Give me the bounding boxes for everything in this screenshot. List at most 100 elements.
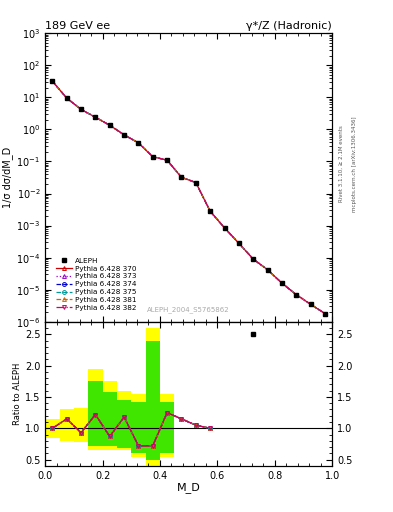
Pythia 6.428 381 (251, 256, 255, 262)
ALEPH (79, 106, 83, 113)
Pythia 6.428 382 (122, 132, 127, 138)
ALEPH (64, 95, 69, 101)
Pythia 6.428 373 (323, 310, 327, 316)
Pythia 6.428 381 (208, 208, 213, 215)
X-axis label: M_D: M_D (177, 482, 200, 493)
ALEPH (93, 114, 98, 120)
Pythia 6.428 373 (151, 154, 155, 160)
Pythia 6.428 370 (251, 256, 255, 262)
Pythia 6.428 382 (251, 256, 255, 262)
ALEPH (122, 132, 127, 138)
Pythia 6.428 381 (122, 132, 127, 138)
ALEPH (151, 154, 155, 160)
Pythia 6.428 382 (294, 291, 299, 297)
ALEPH (222, 225, 227, 231)
Pythia 6.428 381 (79, 106, 83, 113)
Pythia 6.428 375 (208, 208, 213, 215)
Pythia 6.428 373 (193, 180, 198, 186)
Pythia 6.428 382 (193, 180, 198, 186)
Line: Pythia 6.428 382: Pythia 6.428 382 (50, 79, 327, 315)
Pythia 6.428 373 (251, 256, 255, 262)
Pythia 6.428 375 (193, 180, 198, 186)
Pythia 6.428 374 (251, 256, 255, 262)
Pythia 6.428 375 (179, 174, 184, 180)
Text: Rivet 3.1.10, ≥ 2.1M events: Rivet 3.1.10, ≥ 2.1M events (339, 125, 344, 202)
Pythia 6.428 374 (93, 114, 98, 120)
Pythia 6.428 373 (308, 301, 313, 307)
Pythia 6.428 382 (222, 225, 227, 231)
Line: Pythia 6.428 373: Pythia 6.428 373 (50, 79, 327, 315)
Pythia 6.428 381 (323, 310, 327, 316)
Pythia 6.428 374 (136, 140, 141, 146)
Pythia 6.428 382 (107, 122, 112, 129)
ALEPH (323, 310, 327, 316)
Pythia 6.428 373 (294, 291, 299, 297)
Pythia 6.428 375 (222, 225, 227, 231)
Pythia 6.428 370 (165, 157, 169, 163)
Pythia 6.428 375 (151, 154, 155, 160)
Pythia 6.428 370 (93, 114, 98, 120)
Pythia 6.428 370 (79, 106, 83, 113)
Line: Pythia 6.428 370: Pythia 6.428 370 (50, 79, 327, 315)
Pythia 6.428 374 (50, 78, 55, 84)
Line: Pythia 6.428 374: Pythia 6.428 374 (50, 79, 327, 315)
Pythia 6.428 375 (237, 240, 241, 246)
Pythia 6.428 375 (93, 114, 98, 120)
ALEPH (294, 291, 299, 297)
Line: Pythia 6.428 381: Pythia 6.428 381 (50, 79, 327, 315)
Pythia 6.428 370 (122, 132, 127, 138)
Text: γ*/Z (Hadronic): γ*/Z (Hadronic) (246, 21, 332, 31)
ALEPH (165, 157, 169, 163)
ALEPH (107, 122, 112, 129)
ALEPH (265, 267, 270, 273)
Pythia 6.428 370 (179, 174, 184, 180)
Pythia 6.428 374 (122, 132, 127, 138)
Pythia 6.428 381 (64, 95, 69, 101)
Pythia 6.428 381 (222, 225, 227, 231)
Pythia 6.428 375 (79, 106, 83, 113)
Pythia 6.428 382 (265, 267, 270, 273)
Pythia 6.428 382 (323, 310, 327, 316)
Pythia 6.428 373 (279, 280, 284, 286)
Pythia 6.428 373 (79, 106, 83, 113)
Pythia 6.428 370 (151, 154, 155, 160)
Pythia 6.428 373 (265, 267, 270, 273)
Pythia 6.428 382 (279, 280, 284, 286)
Pythia 6.428 375 (265, 267, 270, 273)
Pythia 6.428 373 (50, 78, 55, 84)
Pythia 6.428 375 (251, 256, 255, 262)
Pythia 6.428 374 (323, 310, 327, 316)
Line: Pythia 6.428 375: Pythia 6.428 375 (50, 79, 327, 315)
ALEPH (308, 301, 313, 307)
Text: ALEPH_2004_S5765862: ALEPH_2004_S5765862 (147, 306, 230, 313)
Pythia 6.428 382 (237, 240, 241, 246)
Pythia 6.428 382 (136, 140, 141, 146)
Pythia 6.428 373 (64, 95, 69, 101)
Pythia 6.428 381 (165, 157, 169, 163)
Pythia 6.428 375 (308, 301, 313, 307)
Pythia 6.428 382 (165, 157, 169, 163)
Pythia 6.428 375 (122, 132, 127, 138)
ALEPH (50, 78, 55, 84)
ALEPH (179, 174, 184, 180)
Pythia 6.428 375 (64, 95, 69, 101)
Pythia 6.428 381 (93, 114, 98, 120)
Pythia 6.428 381 (107, 122, 112, 129)
Pythia 6.428 373 (107, 122, 112, 129)
Pythia 6.428 374 (165, 157, 169, 163)
Pythia 6.428 375 (294, 291, 299, 297)
Pythia 6.428 381 (265, 267, 270, 273)
Pythia 6.428 381 (151, 154, 155, 160)
Pythia 6.428 374 (79, 106, 83, 113)
Y-axis label: 1/σ dσ/dM_D: 1/σ dσ/dM_D (2, 147, 13, 208)
Pythia 6.428 375 (279, 280, 284, 286)
ALEPH (237, 240, 241, 246)
Pythia 6.428 382 (93, 114, 98, 120)
Pythia 6.428 373 (208, 208, 213, 215)
Pythia 6.428 375 (50, 78, 55, 84)
ALEPH (279, 280, 284, 286)
Pythia 6.428 375 (136, 140, 141, 146)
Pythia 6.428 375 (107, 122, 112, 129)
Pythia 6.428 373 (93, 114, 98, 120)
Pythia 6.428 370 (308, 301, 313, 307)
